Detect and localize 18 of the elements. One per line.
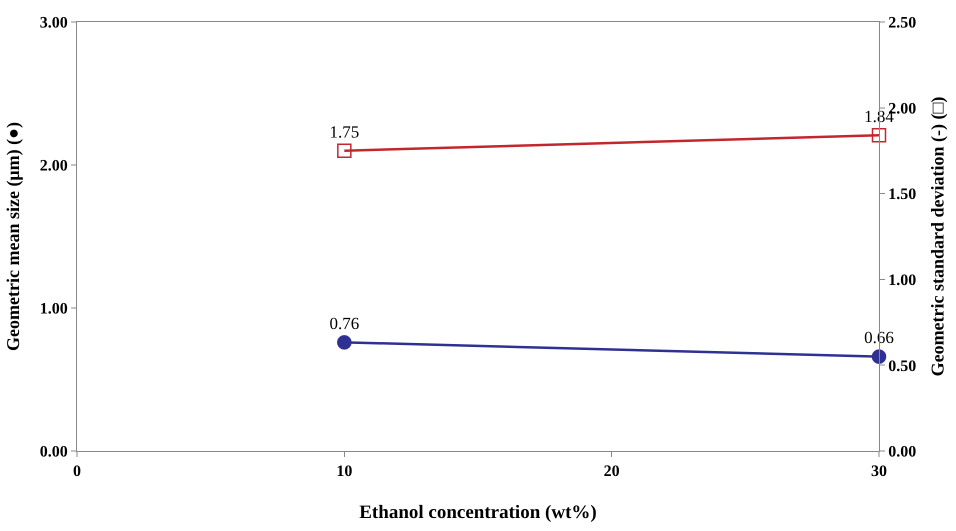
y-tick-label: 1.00 — [40, 300, 68, 318]
y-tick-label: 3.00 — [40, 14, 68, 32]
y2-tick-label: 1.00 — [888, 272, 916, 289]
y-tick-label: 2.00 — [40, 158, 68, 175]
data-label: 0.76 — [329, 314, 360, 333]
y-tick-label: 0.00 — [40, 444, 68, 461]
y2-axis-title: Geometric standard deviation (-) (□) — [927, 96, 948, 376]
y2-tick-label: 0.00 — [888, 444, 916, 461]
y2-tick-label: 2.50 — [888, 14, 916, 32]
x-axis-title: Ethanol concentration (wt%) — [359, 502, 597, 523]
x-tick-label: 10 — [336, 463, 352, 480]
x-tick-label: 30 — [871, 463, 887, 480]
y2-tick-label: 1.50 — [888, 186, 916, 204]
x-tick-label: 0 — [73, 463, 81, 480]
y2-tick-label: 0.50 — [888, 358, 916, 375]
x-tick-label: 20 — [604, 463, 620, 480]
data-label: 1.75 — [329, 122, 360, 142]
y-axis-title: Geometric mean size (μm) (●) — [3, 122, 23, 351]
